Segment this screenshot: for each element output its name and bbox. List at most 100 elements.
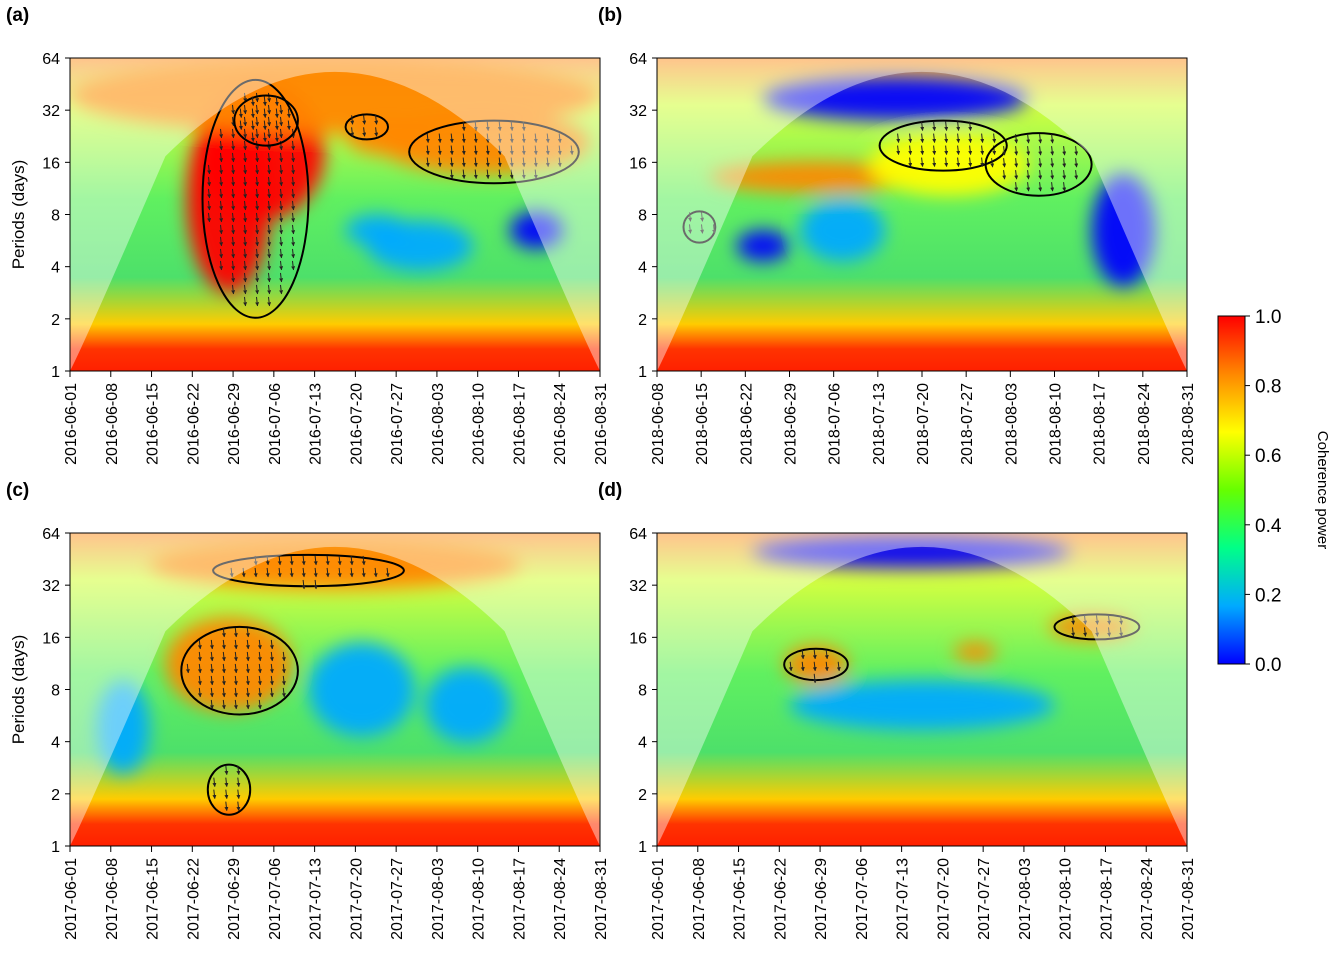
phase-arrow — [337, 567, 342, 578]
phase-arrow — [980, 145, 985, 155]
y-tick-label: 8 — [638, 683, 647, 700]
phase-arrow — [1014, 182, 1019, 192]
phase-arrow — [231, 128, 236, 139]
phase-arrow — [250, 120, 255, 130]
cone-of-influence — [70, 58, 600, 371]
phase-arrow — [279, 176, 284, 187]
y-tick-label: 8 — [638, 208, 647, 225]
x-tick-label: 2017-08-17 — [511, 858, 528, 940]
significance-contour — [212, 553, 405, 588]
x-tick-label: 2016-07-06 — [267, 383, 284, 465]
phase-arrow — [824, 661, 829, 672]
x-tick-label: 2018-06-29 — [783, 383, 800, 465]
phase-arrow — [267, 224, 272, 235]
phase-arrow — [274, 96, 279, 106]
phase-arrow — [1014, 134, 1019, 144]
phase-arrow — [437, 157, 442, 167]
x-tick-label: 2018-06-08 — [650, 383, 667, 465]
coherence-blob — [1049, 614, 1134, 640]
phase-arrow — [243, 152, 248, 163]
x-tick-label: 2016-06-08 — [104, 383, 121, 465]
coherence-blob — [186, 104, 272, 293]
phase-arrow — [461, 157, 466, 167]
phase-arrow — [944, 157, 949, 167]
phase-arrow — [545, 157, 550, 167]
phase-arrow — [267, 284, 272, 295]
phase-arrow — [243, 200, 248, 211]
panel-label: (c) — [6, 480, 29, 501]
phase-arrow — [238, 120, 243, 130]
panel-c: (c) 1 2 4 8 16 32 64 Periods (days) 2017-06-01 201… — [6, 480, 610, 940]
phase-arrow — [521, 121, 526, 131]
x-tick-label: 2018-06-22 — [738, 383, 755, 465]
phase-arrow — [197, 675, 202, 686]
phase-arrow — [267, 152, 272, 163]
phase-arrow — [219, 140, 224, 151]
phase-arrow — [243, 164, 248, 175]
phase-arrow — [286, 120, 291, 130]
phase-arrow — [449, 157, 454, 167]
coherence-blob — [784, 645, 848, 684]
phase-arrow — [362, 127, 367, 137]
phase-arrow — [279, 248, 284, 259]
phase-arrow — [257, 663, 262, 674]
y-tick-label: 16 — [42, 630, 60, 647]
phase-arrow — [224, 789, 229, 800]
phase-arrow — [1050, 158, 1055, 168]
phase-arrow — [245, 699, 250, 710]
phase-arrow — [1050, 146, 1055, 156]
phase-arrow — [1038, 134, 1043, 144]
y-tick-label: 32 — [629, 103, 647, 120]
phase-arrow — [374, 127, 379, 137]
phase-arrow — [449, 145, 454, 155]
phase-arrow — [212, 789, 217, 800]
x-tick-label: 2017-07-13 — [308, 858, 325, 940]
phase-arrow — [221, 675, 226, 686]
phase-arrow — [800, 661, 805, 672]
y-tick-label: 2 — [638, 787, 647, 804]
x-tick-label: 2017-08-17 — [1098, 858, 1115, 940]
phase-arrow — [425, 133, 430, 143]
x-tick-label: 2017-07-20 — [348, 858, 365, 940]
phase-arrow — [219, 176, 224, 187]
phase-arrow — [267, 92, 272, 103]
phase-arrow — [231, 164, 236, 175]
phase-arrow — [980, 157, 985, 167]
y-tick-label: 4 — [51, 735, 60, 752]
coherence-blob — [869, 133, 1028, 196]
heatmap-area — [657, 533, 1187, 846]
significance-contour — [408, 119, 580, 185]
phase-arrow — [279, 272, 284, 283]
phase-arrow — [250, 132, 255, 142]
x-tick-label: 2018-08-10 — [1048, 383, 1065, 465]
x-tick-label: 2016-07-27 — [389, 383, 406, 465]
phase-arrow — [197, 651, 202, 662]
phase-arrow — [1107, 615, 1112, 625]
colorbar-tick-label: 0.2 — [1255, 585, 1281, 606]
phase-arrow — [267, 176, 272, 187]
phase-arrow — [209, 687, 214, 698]
y-tick-label: 4 — [638, 735, 647, 752]
y-tick-label: 4 — [51, 260, 60, 277]
coherence-blob — [165, 617, 293, 712]
phase-arrow — [824, 649, 829, 660]
y-tick-label: 64 — [629, 51, 647, 68]
phase-arrow — [485, 169, 490, 179]
y-tick-label: 32 — [42, 578, 60, 595]
y-tick-label: 16 — [629, 630, 647, 647]
phase-arrow — [209, 675, 214, 686]
y-tick-label: 2 — [638, 312, 647, 329]
phase-arrow — [1038, 182, 1043, 192]
phase-arrow — [262, 96, 267, 106]
x-tick-label: 2017-06-08 — [104, 858, 121, 940]
phase-arrow — [233, 663, 238, 674]
phase-arrow — [1095, 615, 1100, 625]
phase-arrow — [219, 224, 224, 235]
phase-arrow — [243, 176, 248, 187]
phase-arrow — [485, 121, 490, 131]
phase-arrow — [788, 661, 793, 672]
phase-arrow — [712, 224, 717, 234]
phase-arrow — [281, 675, 286, 686]
phase-arrow — [509, 169, 514, 179]
phase-arrow — [267, 236, 272, 247]
